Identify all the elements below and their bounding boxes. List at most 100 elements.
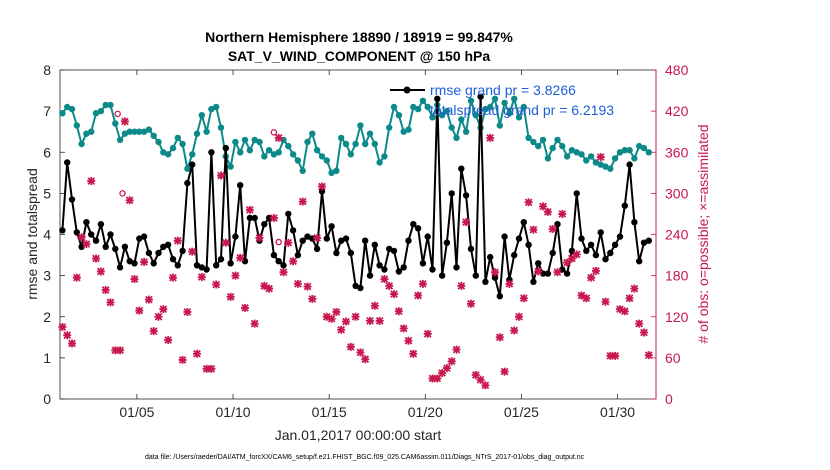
totalspread-point [78,140,85,148]
rmse-point [251,214,258,222]
obs-assimilated-point [591,266,600,275]
obs-assimilated-point [144,295,153,304]
obs-assimilated-point [149,327,158,336]
obs-assimilated-point [255,233,264,242]
obs-assimilated-point [635,319,644,328]
obs-assimilated-point [192,349,201,358]
totalspread-point [506,110,513,117]
totalspread-point [126,128,133,135]
obs-assimilated-point [322,312,331,321]
totalspread-point [390,103,398,111]
totalspread-point [136,128,143,135]
obs-assimilated-point [231,271,240,280]
totalspread-point [241,136,249,144]
totalspread-point [621,147,628,154]
totalspread-point [636,142,643,150]
totalspread-point [203,128,210,135]
obs-assimilated-point [553,268,562,277]
rmse-point [568,247,576,255]
totalspread-point [121,130,129,137]
totalspread-point [251,136,258,144]
rmse-point [338,237,345,244]
rmse-point [78,243,85,250]
rmse-point [366,272,374,279]
totalspread-point [515,114,523,121]
obs-assimilated-point [394,307,403,316]
obs-assimilated-point [92,254,101,263]
x-axis: 01/05 01/10 01/15 01/20 01/25 01/30 [119,70,635,420]
totalspread-point [587,153,595,160]
rmse-point [645,237,652,244]
obs-assimilated-point [519,294,528,303]
obs-assimilated-point [332,307,341,316]
rmse-point [405,237,412,244]
obs-assimilated-point [351,312,360,321]
rmse-point [371,241,378,248]
totalspread-point [443,107,451,115]
totalspread-point [275,149,282,156]
totalspread-point [261,153,268,160]
y-tick-label: 4 [43,227,51,243]
rmse-point [491,274,499,281]
y2-axis-label: # of obs: o=possible; ×=assimilated [695,124,711,343]
totalspread-point [501,99,508,107]
obs-assimilated-point [140,257,149,266]
y-tick-label: 5 [43,185,51,201]
obs-assimilated-point [87,177,96,186]
rmse-point [386,245,393,253]
rmse-point [116,264,124,271]
legend: rmse grand pr = 3.8266 totalspread grand… [390,82,614,118]
rmse-point [285,210,292,218]
obs-assimilated-point [486,133,495,142]
obs-assimilated-point [178,355,187,364]
totalspread-point [357,122,364,129]
totalspread-point [530,138,537,146]
rmse-point [270,251,278,259]
obs-assimilated-point [442,364,451,373]
obs-assimilated-point [308,294,317,303]
rmse-point [414,225,422,232]
obs-assimilated-point [289,257,298,266]
totalspread-point [376,159,383,166]
x-tick-label: 01/05 [119,404,154,420]
obs-assimilated-point [361,355,370,364]
rmse-point [136,235,143,242]
obs-assimilated-point [620,307,629,316]
chart-title: Northern Hemisphere 18890 / 18919 = 99.8… [205,29,513,45]
obs-assimilated-point [284,238,293,247]
obs-assimilated-point [471,371,480,380]
y2-tick-label: 180 [665,268,689,284]
totalspread-point [338,134,345,142]
rmse-point [140,233,148,240]
totalspread-point [208,105,215,113]
obs-assimilated-point [159,305,168,314]
obs-assimilated-point [414,291,423,300]
rmse-point [193,262,201,269]
totalspread-point [328,169,335,176]
totalspread-point [285,142,292,150]
rmse-point [419,260,427,267]
totalspread-point [313,147,321,154]
totalspread-point [352,140,359,148]
y2-tick-label: 0 [665,391,673,407]
totalspread-point [265,147,273,154]
obs-assimilated-point [490,268,499,277]
obs-assimilated-point [476,375,485,384]
obs-assimilated-point [77,233,86,242]
obs-assimilated-point [428,374,437,383]
rmse-point [265,214,273,222]
obs-assimilated-point [173,236,182,245]
rmse-point [482,278,489,285]
obs-assimilated-point [582,294,591,303]
y-axis-right: 0 60 120 180 240 300 360 420 480 [651,62,689,407]
rmse-point [458,165,465,172]
totalspread-point [381,153,388,160]
totalspread-point [458,116,465,123]
totalspread-point [472,112,479,119]
obs-assimilated-point [120,117,129,126]
rmse-point [438,272,446,279]
obs-assimilated-point [183,307,192,316]
obs-assimilated-point [466,299,475,308]
obs-assimilated-point [202,364,211,373]
